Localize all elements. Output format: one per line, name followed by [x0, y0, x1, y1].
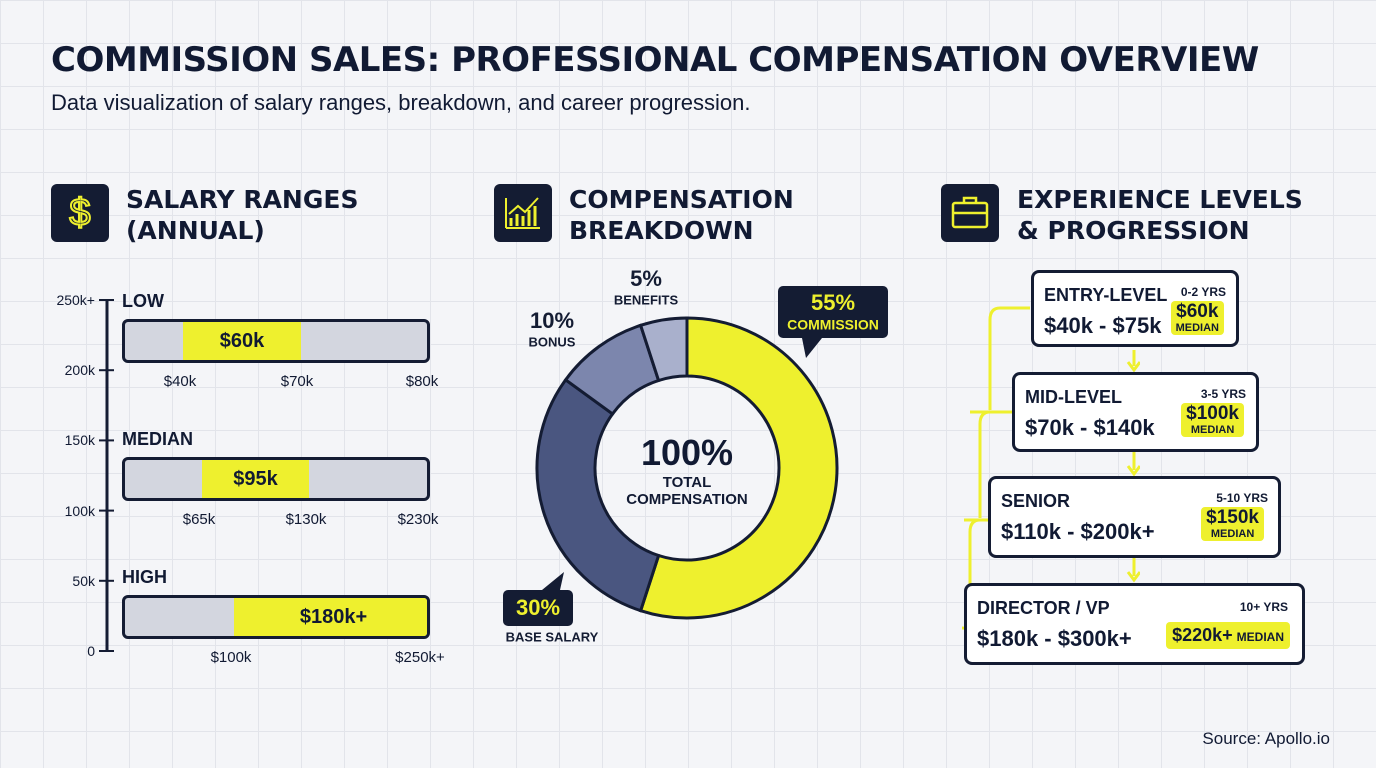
median-value: $220k+	[1172, 625, 1233, 645]
range-name: MEDIAN	[122, 429, 193, 449]
callout-tail	[802, 338, 822, 358]
range-value: $60k	[183, 322, 301, 360]
donut-slice	[638, 316, 839, 620]
category-label: BASE SALARY	[506, 629, 599, 644]
range-bar: $180k+	[122, 595, 430, 639]
page-subtitle: Data visualization of salary ranges, bre…	[51, 90, 751, 115]
connectors	[961, 306, 1140, 631]
donut-slice	[638, 316, 689, 383]
level-name: DIRECTOR / VP	[977, 598, 1110, 618]
range-value: $180k+	[234, 598, 427, 636]
median-value: $60k	[1176, 301, 1219, 322]
median-label: MEDIAN	[1236, 630, 1284, 644]
page-title: COMMISSION SALES: PROFESSIONAL COMPENSAT…	[51, 40, 1259, 80]
callout-box	[503, 590, 573, 626]
median-badge: $100k MEDIAN	[1181, 403, 1244, 437]
range-mark: $250k+	[395, 649, 445, 666]
level-name: MID-LEVEL	[1025, 387, 1122, 407]
axis-label: 200k	[64, 362, 95, 379]
median-badge: $150k MEDIAN	[1201, 507, 1264, 541]
range-mark: $80k	[405, 373, 439, 390]
donut-chart: 55% COMMISSION 30% BASE SALARY 10%BONUS 5%BEN…	[503, 266, 888, 644]
level-name: ENTRY-LEVEL	[1044, 285, 1168, 305]
range-mark: $230k	[397, 511, 439, 528]
level-range: $40k - $75k	[1044, 313, 1162, 338]
axis-label: 50k	[72, 572, 95, 589]
range-mark: $70k	[280, 373, 314, 390]
svg-text:$: $	[69, 192, 90, 234]
level-name: SENIOR	[1001, 491, 1071, 511]
median-value: $150k	[1206, 507, 1259, 528]
value-label: 5%	[630, 266, 662, 291]
category-label: COMMISSION	[787, 317, 879, 333]
range-value: $95k	[202, 460, 309, 498]
axis-label: 150k	[64, 432, 95, 449]
median-label: MEDIAN	[1175, 322, 1219, 334]
median-label: MEDIAN	[1210, 528, 1255, 540]
range-name: HIGH	[122, 567, 167, 587]
level-range: $110k - $200k+	[1001, 519, 1155, 544]
level-range: $180k - $300k+	[977, 626, 1132, 651]
center-sublabel: TOTAL COMPENSATION	[626, 474, 748, 508]
category-label: BONUS	[529, 334, 576, 349]
median-label: MEDIAN	[1190, 424, 1235, 436]
axis-label: 250k+	[56, 292, 95, 308]
range-mark: $130k	[285, 511, 327, 528]
dollar-icon: $	[51, 184, 109, 242]
panel-title: COMPENSATION BREAKDOWN	[569, 185, 794, 245]
level-years: 0-2 YRS	[1180, 285, 1226, 299]
center-label: 100%	[640, 432, 734, 473]
median-value: $100k	[1186, 403, 1239, 424]
level-years: 3-5 YRS	[1200, 387, 1246, 401]
axis-label: 0	[87, 643, 95, 659]
donut-slice	[535, 377, 661, 613]
range-name: LOW	[122, 291, 164, 311]
level-card: DIRECTOR / VP $180k - $300k+ 10+ YRS $220k+…	[964, 583, 1305, 665]
median-badge: $60k MEDIAN	[1170, 301, 1224, 335]
level-card: SENIOR $110k - $200k+ 5-10 YRS $150k MEDIAN	[988, 476, 1281, 558]
range-mark: $65k	[182, 511, 216, 528]
category-label: BENEFITS	[614, 292, 679, 307]
level-card: ENTRY-LEVEL $40k - $75k 0-2 YRS $60k MEDIAN	[1031, 270, 1239, 347]
range-mark: $40k	[163, 373, 197, 390]
level-card: MID-LEVEL $70k - $140k 3-5 YRS $100k MEDIAN	[1012, 372, 1259, 452]
value-label: 10%	[530, 308, 574, 333]
panel-title: SALARY RANGES (ANNUAL)	[126, 185, 359, 245]
callout-box	[778, 286, 888, 338]
level-years: 10+ YRS	[1239, 600, 1288, 614]
panel-title: EXPERIENCE LEVELS & PROGRESSION	[1017, 185, 1303, 245]
source: Source: Apollo.io	[1202, 729, 1330, 748]
briefcase-icon	[941, 184, 999, 242]
level-range: $70k - $140k	[1025, 415, 1155, 440]
callout-tail	[542, 572, 564, 590]
axis-label: 100k	[64, 502, 95, 519]
range-mark: $100k	[210, 649, 252, 666]
axis	[99, 299, 114, 652]
chart-icon	[494, 184, 552, 242]
range-bar: $95k	[122, 457, 430, 501]
median-badge: $220k+ MEDIAN	[1166, 622, 1290, 649]
range-bar: $60k	[122, 319, 430, 363]
value-label: 55%	[811, 290, 855, 315]
value-label: 30%	[516, 595, 560, 620]
level-years: 5-10 YRS	[1216, 491, 1268, 505]
